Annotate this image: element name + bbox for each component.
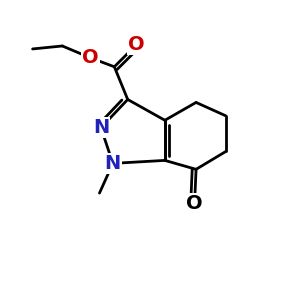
Text: N: N xyxy=(105,154,121,173)
Text: N: N xyxy=(93,118,109,137)
Text: O: O xyxy=(186,194,203,213)
Text: O: O xyxy=(128,35,145,54)
Text: O: O xyxy=(82,48,99,68)
